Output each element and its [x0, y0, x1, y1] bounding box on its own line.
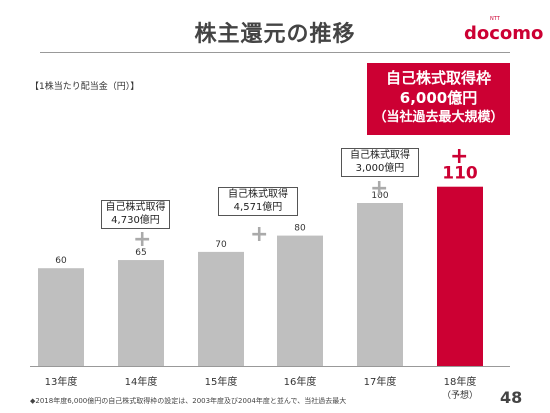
plus-icon: +: [450, 144, 469, 169]
callout-large-line1: 自己株式取得枠: [385, 69, 491, 87]
value-label-18年度: 110: [442, 164, 478, 184]
buyback-callout-large: 自己株式取得枠 6,000億円 （当社過去最大規模）: [367, 63, 510, 135]
docomo-logo: NTT docomo: [464, 16, 543, 44]
category-label-17年度: 17年度: [364, 375, 397, 388]
category-label-18年度: 18年度: [444, 375, 477, 388]
y-unit-label: 【1株当たり配当金（円）】: [30, 82, 140, 92]
page-number: 48: [500, 388, 523, 407]
bar-14年度: [118, 260, 164, 366]
plus-icon: +: [133, 227, 152, 252]
category-note-18年度: （予想）: [442, 389, 478, 401]
callout-large-line2: 6,000億円: [399, 89, 478, 107]
buyback-callout-fy14: 自己株式取得 4,730億円: [101, 200, 170, 229]
callout-fy17-line1: 自己株式取得: [350, 150, 410, 161]
value-label-17年度: 100: [371, 191, 388, 201]
value-label-16年度: 80: [294, 224, 306, 234]
callout-fy15-line1: 自己株式取得: [228, 189, 288, 200]
bar-13年度: [38, 268, 84, 366]
logo-small-text: NTT: [490, 16, 500, 22]
buyback-callout-fy15: 自己株式取得 4,571億円: [218, 187, 298, 216]
plus-icon: +: [370, 176, 389, 201]
callout-fy14-line1: 自己株式取得: [105, 202, 166, 213]
bar-15年度: [198, 251, 244, 366]
logo-text: docomo: [464, 23, 544, 44]
bar-16年度: [277, 235, 323, 366]
bar-17年度: [357, 203, 403, 366]
category-label-15年度: 15年度: [205, 375, 238, 388]
plus-icon: +: [250, 222, 269, 247]
value-label-14年度: 65: [135, 248, 146, 258]
callout-fy15-line2: 4,571億円: [233, 202, 283, 213]
buyback-callout-fy17: 自己株式取得 3,000億円: [341, 148, 419, 177]
category-label-16年度: 16年度: [284, 375, 317, 388]
callout-fy14-line2: 4,730億円: [111, 215, 160, 226]
footnote: ◆2018年度6,000億円の自己株式取得枠の設定は、2003年度及び2004年…: [30, 397, 347, 405]
category-label-14年度: 14年度: [125, 375, 158, 388]
value-label-15年度: 70: [215, 240, 227, 250]
page-title: 株主還元の推移: [194, 22, 356, 47]
title-underline: [40, 52, 510, 53]
category-label-13年度: 13年度: [45, 375, 78, 388]
callout-fy17-line2: 3,000億円: [355, 163, 405, 174]
callout-large-line3: （当社過去最大規模）: [373, 110, 504, 125]
value-label-13年度: 60: [55, 256, 67, 266]
bar-18年度: [437, 186, 483, 366]
